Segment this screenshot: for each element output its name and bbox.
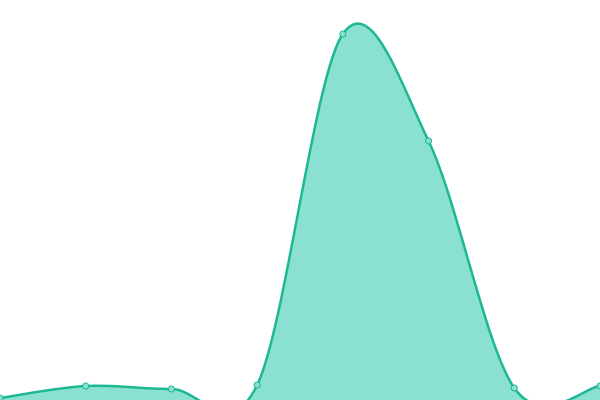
data-point [425,137,433,145]
data-point [82,382,90,390]
data-point [339,30,347,38]
data-point [510,384,518,392]
area-fill [0,23,600,400]
data-point [253,381,261,389]
data-point [596,382,600,390]
area-line [0,22,600,400]
data-point [0,394,4,400]
data-point [167,385,175,393]
